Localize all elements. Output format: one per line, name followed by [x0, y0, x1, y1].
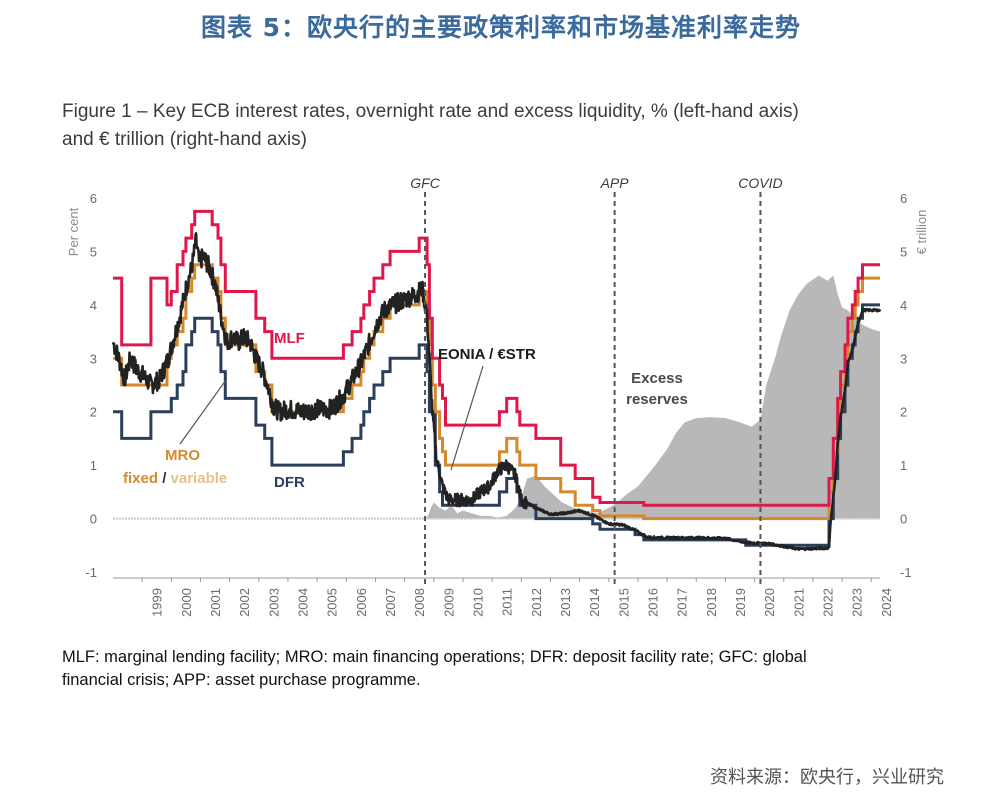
- y-axis-label-right: € trillion: [914, 210, 929, 255]
- x-tick-label: 2019: [733, 588, 748, 617]
- dfr-label: DFR: [274, 474, 305, 491]
- y-tick-left: 1: [90, 458, 97, 473]
- x-tick-label: 2009: [441, 588, 456, 617]
- x-tick-label: 2024: [879, 588, 894, 617]
- x-tick-label: 2004: [296, 588, 311, 617]
- y-tick-right: 0: [900, 512, 907, 527]
- mro-label: MRO: [165, 447, 200, 464]
- excess-label-2: reserves: [626, 391, 688, 408]
- x-tick-label: 2000: [179, 588, 194, 617]
- x-tick-label: 2006: [354, 588, 369, 617]
- eonia-label: EONIA / €STR: [438, 346, 536, 363]
- x-tick-label: 1999: [150, 588, 165, 617]
- x-tick-label: 2020: [762, 588, 777, 617]
- x-tick-label: 2018: [704, 588, 719, 617]
- y-tick-right: 2: [900, 405, 907, 420]
- x-tick-label: 2021: [791, 588, 806, 617]
- annotation-layer: MLF EONIA / €STR Excess reserves MRO fixed / …: [123, 330, 688, 491]
- y-tick-left: 0: [90, 512, 97, 527]
- eonia-line: [111, 232, 882, 552]
- footnote: MLF: marginal lending facility; MRO: mai…: [62, 646, 952, 692]
- vline-label: COVID: [738, 175, 782, 191]
- y-tick-left: 4: [90, 298, 97, 313]
- y-tick-right: -1: [900, 565, 912, 580]
- x-tick-label: 2002: [237, 588, 252, 617]
- series-layer: [111, 209, 882, 552]
- x-tick-label: 2010: [471, 588, 486, 617]
- footnote-line-2: financial crisis; APP: asset purchase pr…: [62, 671, 421, 689]
- x-tick-label: 2008: [412, 588, 427, 617]
- figure-title: Figure 1 – Key ECB interest rates, overn…: [62, 98, 962, 154]
- x-tick-label: 2022: [821, 588, 836, 617]
- axis-layer: -1 -1 0 0 1 1 2 2 3 3 4 4 5 5 6 6 Per cent € trillion 1999…: [66, 191, 929, 617]
- y-tick-left: 6: [90, 191, 97, 206]
- excess-reserves-layer: [113, 275, 880, 519]
- y-tick-right: 3: [900, 351, 907, 366]
- x-tick-label: 2016: [646, 588, 661, 617]
- y-tick-right: 4: [900, 298, 907, 313]
- figure-title-line-1: Figure 1 – Key ECB interest rates, overn…: [62, 101, 799, 122]
- mro-pointer: [179, 379, 227, 445]
- y-tick-right: 1: [900, 458, 907, 473]
- vline-label: APP: [600, 175, 630, 191]
- y-tick-right: 6: [900, 191, 907, 206]
- y-tick-left: -1: [85, 565, 97, 580]
- x-tick-label: 2007: [383, 588, 398, 617]
- x-tick-label: 2017: [675, 588, 690, 617]
- vline-label: GFC: [410, 175, 440, 191]
- x-tick-label: 2014: [587, 588, 602, 617]
- footnote-line-1: MLF: marginal lending facility; MRO: mai…: [62, 648, 807, 666]
- x-tick-label: 2005: [325, 588, 340, 617]
- x-tick-label: 2011: [500, 588, 515, 616]
- figure-title-line-2: and € trillion (right-hand axis): [62, 129, 308, 150]
- mro-fixed-variable-label: fixed / variable: [123, 470, 227, 487]
- y-tick-left: 5: [90, 244, 97, 259]
- page-title: 图表 5：欧央行的主要政策利率和市场基准利率走势: [200, 13, 802, 42]
- x-tick-label: 2001: [208, 588, 223, 617]
- eonia-pointer: [450, 365, 484, 471]
- x-tick-label: 2012: [529, 588, 544, 617]
- y-tick-left: 3: [90, 351, 97, 366]
- source-note: 资料来源：欧央行，兴业研究: [710, 767, 944, 788]
- mlf-label: MLF: [274, 330, 305, 347]
- x-tick-label: 2015: [616, 588, 631, 617]
- y-tick-right: 5: [900, 244, 907, 259]
- x-tick-label: 2003: [266, 588, 281, 617]
- x-tick-label: 2023: [850, 588, 865, 617]
- y-axis-label-left: Per cent: [66, 207, 81, 256]
- excess-label-1: Excess: [631, 370, 683, 387]
- y-tick-left: 2: [90, 405, 97, 420]
- mlf-line: [113, 209, 880, 507]
- excess-reserves-area: [113, 275, 880, 519]
- vline-layer: GFC APP COVID: [410, 175, 783, 588]
- x-tick-label: 2013: [558, 588, 573, 617]
